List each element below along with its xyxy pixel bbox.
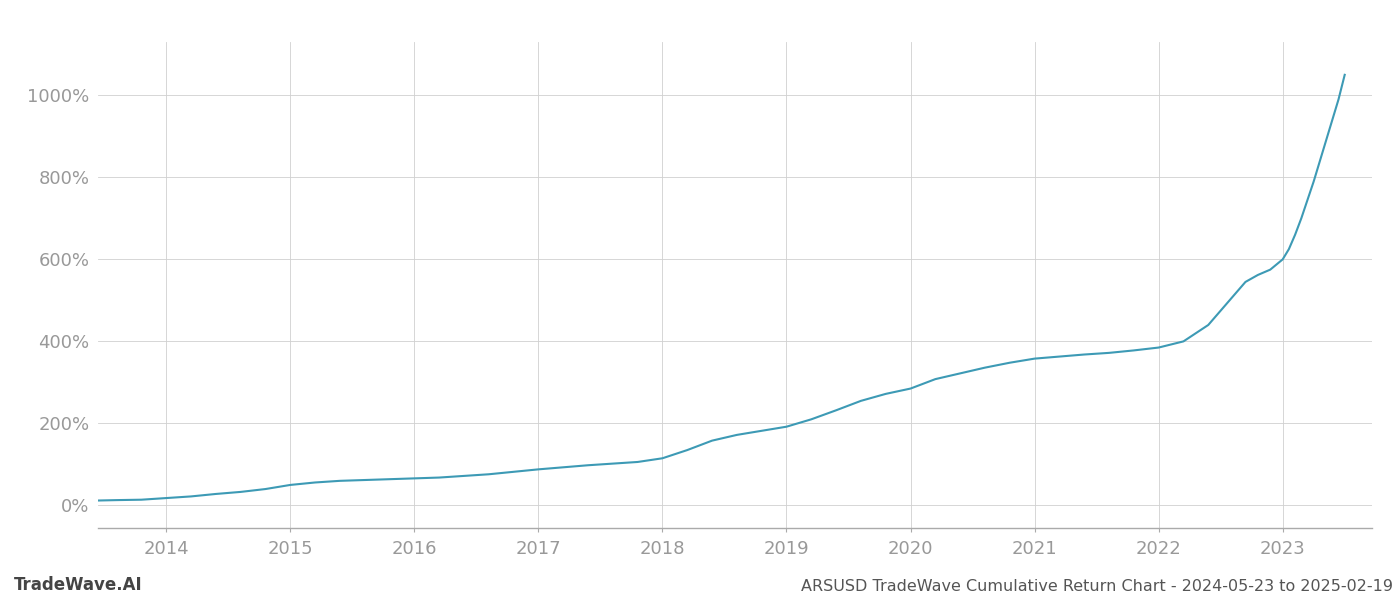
- Text: TradeWave.AI: TradeWave.AI: [14, 576, 143, 594]
- Text: ARSUSD TradeWave Cumulative Return Chart - 2024-05-23 to 2025-02-19: ARSUSD TradeWave Cumulative Return Chart…: [801, 579, 1393, 594]
